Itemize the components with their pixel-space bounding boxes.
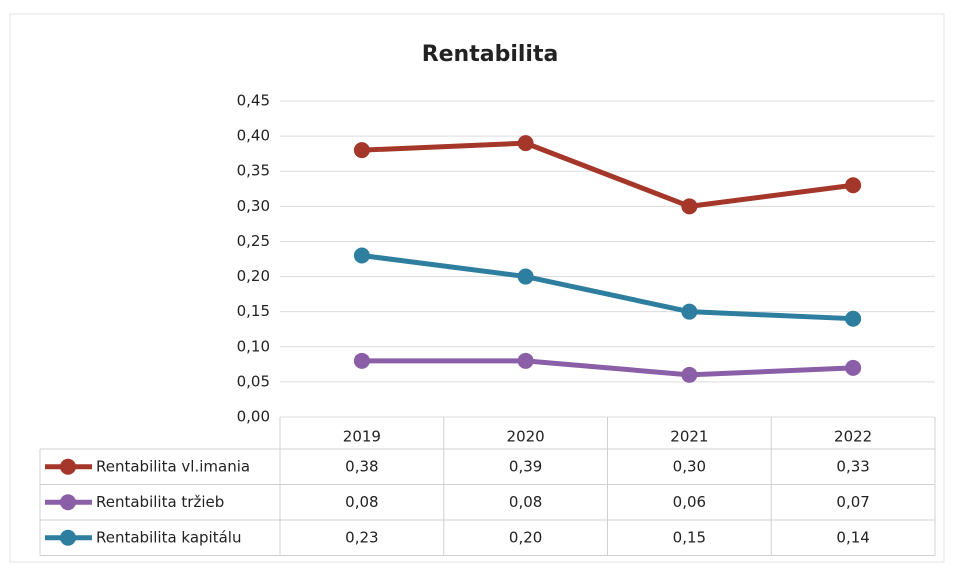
- table-value: 0,08: [509, 493, 542, 511]
- y-tick-label: 0,00: [237, 408, 270, 426]
- legend-label: Rentabilita tržieb: [96, 493, 224, 511]
- point: [845, 177, 862, 194]
- y-tick-label: 0,20: [237, 267, 270, 285]
- y-tick-label: 0,40: [237, 127, 270, 145]
- x-tick-label: 2022: [834, 428, 872, 446]
- x-tick-label: 2019: [343, 428, 381, 446]
- table-value: 0,38: [345, 457, 378, 475]
- table-value: 0,15: [673, 528, 706, 546]
- y-tick-label: 0,30: [237, 197, 270, 215]
- table-value: 0,33: [836, 457, 869, 475]
- point: [681, 303, 698, 320]
- point: [517, 135, 534, 152]
- point: [517, 352, 534, 369]
- point: [353, 142, 370, 159]
- table-value: 0,39: [509, 457, 542, 475]
- table-value: 0,14: [836, 528, 869, 546]
- chart-title: Rentabilita: [422, 42, 559, 67]
- y-tick-label: 0,35: [237, 162, 270, 180]
- table-value: 0,06: [673, 493, 706, 511]
- table-value: 0,20: [509, 528, 542, 546]
- y-tick-label: 0,05: [237, 372, 270, 390]
- series-line: [361, 253, 854, 322]
- x-tick-label: 2021: [670, 428, 708, 446]
- series-line: [361, 140, 854, 209]
- legend-marker: [60, 529, 76, 546]
- table-value: 0,08: [345, 493, 378, 511]
- y-tick-label: 0,15: [237, 302, 270, 320]
- point: [681, 366, 698, 383]
- x-tick-label: 2020: [507, 428, 545, 446]
- y-tick-label: 0,45: [237, 92, 270, 110]
- legend-label: Rentabilita vl.imania: [96, 457, 250, 475]
- table-value: 0,07: [836, 493, 869, 511]
- legend-marker: [60, 494, 76, 511]
- table-value: 0,23: [345, 528, 378, 546]
- y-tick-label: 0,25: [237, 232, 270, 250]
- legend-marker: [60, 458, 76, 475]
- y-tick-label: 0,10: [237, 337, 270, 355]
- point: [681, 198, 698, 215]
- series-line: [361, 358, 854, 378]
- table-value: 0,30: [673, 457, 706, 475]
- legend-label: Rentabilita kapitálu: [96, 528, 241, 546]
- point: [517, 268, 534, 285]
- chart-frame: [9, 13, 945, 563]
- point: [845, 359, 862, 376]
- point: [845, 310, 862, 327]
- point: [353, 247, 370, 264]
- point: [353, 352, 370, 369]
